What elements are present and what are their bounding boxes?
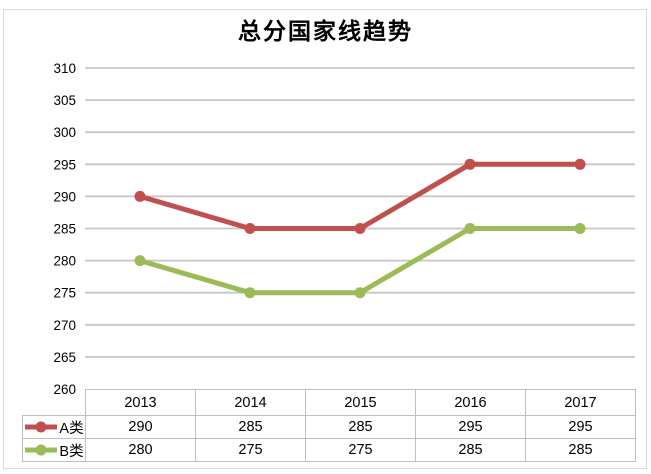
legend-cell: A类 [22,415,86,439]
value-cell-A类-2015: 285 [305,415,416,439]
data-point-A类-2015 [354,223,366,234]
legend-entry: A类 [24,417,85,438]
table-row-B类: B类 280 275 275 285 285 [22,438,636,462]
year-header-cell: 2017 [525,389,636,416]
data-point-B类-2014 [244,287,256,299]
year-header-cell: 2013 [85,389,196,416]
y-axis-tick-label: 295 [53,157,76,172]
year-header-cell: 2016 [415,389,526,416]
data-point-B类-2017 [574,223,586,234]
value-cell-A类-2013: 290 [85,415,196,439]
value-cell-B类-2016: 285 [415,438,526,462]
y-axis-tick-label: 260 [53,382,76,397]
y-axis-tick-label: 305 [53,93,76,108]
legend-series-name: A类 [59,420,84,437]
legend-header-spacer [23,390,86,416]
value-cell-A类-2014: 285 [195,415,306,439]
table-header-row: 2013 2014 2015 2016 2017 [23,389,636,416]
legend-cell: B类 [22,438,86,462]
data-point-B类-2016 [464,223,476,234]
value-cell-B类-2015: 275 [305,438,416,462]
y-axis-tick-label: 270 [53,318,76,333]
legend-series-name: B类 [59,443,84,460]
year-header-cell: 2014 [195,389,306,416]
legend-entry: B类 [24,440,85,461]
y-axis-tick-label: 275 [53,286,76,301]
y-axis-tick-label: 265 [53,350,76,365]
data-point-B类-2015 [354,287,366,299]
data-point-B类-2013 [134,255,146,267]
table-row-A类: A类 290 285 285 295 295 [22,415,636,439]
y-axis-tick-label: 285 [53,222,76,237]
data-table: 2013 2014 2015 2016 2017 A类 290 285 285 295 295 B类 2… [22,389,636,462]
legend-key-icon [25,444,58,456]
value-cell-B类-2014: 275 [195,438,306,462]
value-cell-B类-2017: 285 [525,438,636,462]
y-axis-tick-label: 290 [53,189,76,204]
value-cell-A类-2016: 295 [415,415,526,439]
data-point-A类-2013 [134,190,146,202]
data-point-A类-2016 [464,158,476,170]
y-axis-tick-label: 300 [53,125,76,140]
y-axis-tick-label: 280 [53,254,76,269]
data-point-A类-2017 [574,158,586,170]
year-header-cell: 2015 [305,389,416,416]
value-cell-B类-2013: 280 [85,438,196,462]
value-cell-A类-2017: 295 [525,415,636,439]
chart-title: 总分国家线趋势 [238,18,413,45]
data-point-A类-2014 [244,223,256,234]
legend-key-icon [25,421,58,433]
y-axis-tick-label: 310 [53,61,76,76]
